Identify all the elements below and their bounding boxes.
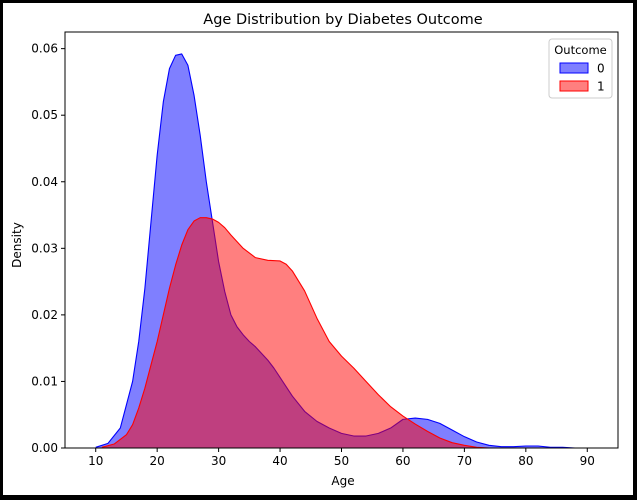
y-tick-label: 0.05 <box>31 108 58 122</box>
legend-label-outcome-0: 0 <box>597 62 605 76</box>
density-line-outcome-1 <box>101 217 489 449</box>
x-tick-label: 70 <box>457 454 472 468</box>
y-tick-label: 0.01 <box>31 374 58 388</box>
x-tick-label: 30 <box>211 454 226 468</box>
y-tick-label: 0.03 <box>31 241 58 255</box>
y-tick-label: 0.04 <box>31 175 58 189</box>
x-tick-label: 90 <box>580 454 595 468</box>
density-area-outcome-1 <box>101 217 489 448</box>
legend-label-outcome-1: 1 <box>597 80 605 94</box>
y-tick-label: 0.06 <box>31 42 58 56</box>
chart-svg: Age Distribution by Diabetes Outcome Age… <box>10 12 619 488</box>
legend: Outcome 0 1 <box>548 38 613 99</box>
plot-area <box>95 53 594 449</box>
x-tick-label: 40 <box>272 454 287 468</box>
legend-swatch-outcome-1 <box>559 80 589 92</box>
chart-title: Age Distribution by Diabetes Outcome <box>203 12 482 28</box>
x-tick-label: 20 <box>150 454 165 468</box>
x-axis-label: Age <box>331 474 354 488</box>
y-tick-label: 0.00 <box>31 441 58 455</box>
y-tick-label: 0.02 <box>31 308 58 322</box>
x-tick-label: 50 <box>334 454 349 468</box>
x-tick-label: 10 <box>88 454 103 468</box>
legend-swatch-outcome-0 <box>559 62 589 74</box>
x-tick-label: 60 <box>395 454 410 468</box>
chart-canvas: Age Distribution by Diabetes Outcome Age… <box>3 3 633 495</box>
y-axis-label: Density <box>10 222 24 268</box>
x-tick-label: 80 <box>518 454 533 468</box>
axes: 10 20 30 40 50 60 70 80 900.000.010.020.030.040.… <box>31 31 619 468</box>
legend-title: Outcome <box>554 43 607 57</box>
